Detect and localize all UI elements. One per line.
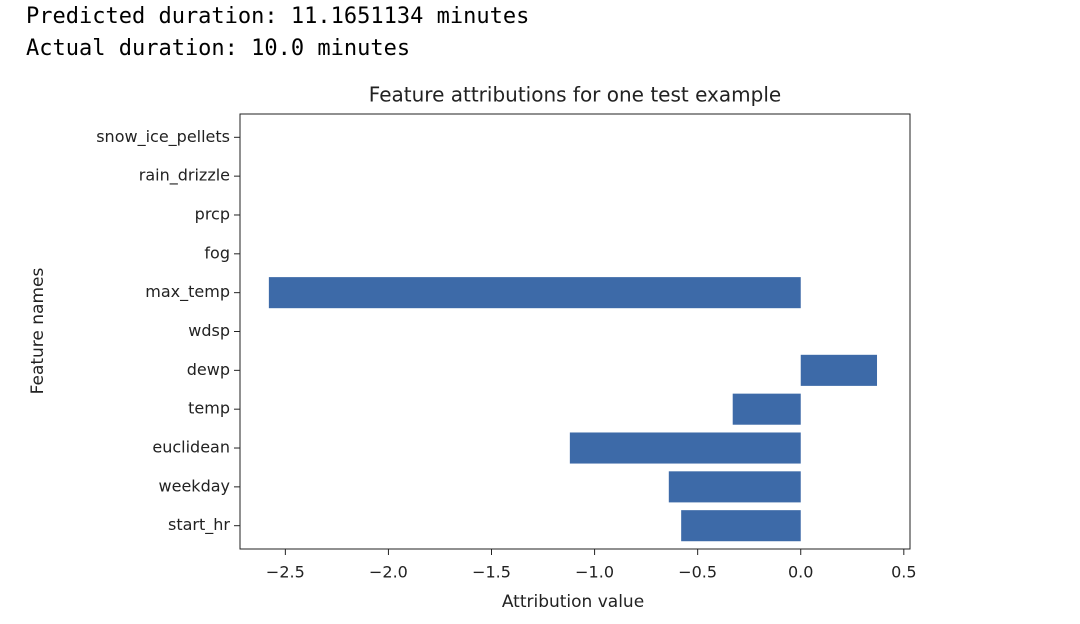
y-tick-label: start_hr <box>168 515 230 535</box>
bar <box>569 432 801 464</box>
bar <box>668 471 801 503</box>
output-line: Actual duration: 10.0 minutes <box>26 36 411 61</box>
y-tick-label: temp <box>188 399 230 418</box>
y-tick-label: wdsp <box>188 321 230 340</box>
x-tick-label: −1.0 <box>575 563 614 582</box>
x-tick-label: −2.0 <box>369 563 408 582</box>
y-tick-label: prcp <box>195 204 230 223</box>
bar <box>800 354 878 386</box>
x-tick-label: −1.5 <box>472 563 511 582</box>
plot-frame <box>239 113 911 550</box>
y-tick-label: rain_drizzle <box>139 166 230 186</box>
chart-title: Feature attributions for one test exampl… <box>369 83 781 107</box>
x-tick-label: 0.0 <box>788 563 813 582</box>
x-tick-label: 0.5 <box>891 563 916 582</box>
y-tick-label: dewp <box>187 360 230 379</box>
output-line: Predicted duration: 11.1651134 minutes <box>26 4 530 29</box>
x-tick-label: −2.5 <box>266 563 305 582</box>
y-tick-label: weekday <box>159 476 230 495</box>
y-tick-label: max_temp <box>145 282 230 302</box>
bar <box>681 510 801 542</box>
bar <box>268 277 801 309</box>
y-tick-label: fog <box>204 243 230 262</box>
y-tick-label: snow_ice_pellets <box>96 127 230 147</box>
x-tick-label: −0.5 <box>678 563 717 582</box>
x-axis-label: Attribution value <box>502 592 644 612</box>
y-axis-label: Feature names <box>28 268 48 395</box>
bar <box>732 393 801 425</box>
y-tick-label: euclidean <box>152 438 230 457</box>
